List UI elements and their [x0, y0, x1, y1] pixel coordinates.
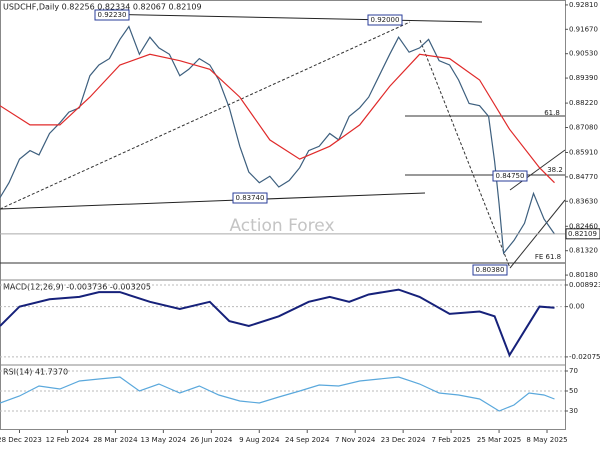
- price-box: [492, 170, 528, 182]
- annotation: 61.8: [544, 109, 560, 117]
- trendline: [509, 149, 566, 191]
- watermark: Action Forex: [229, 216, 334, 236]
- price-box: [367, 14, 403, 26]
- series-line: [0, 376, 555, 412]
- x-tick-label: 24 Sep 2024: [285, 436, 330, 444]
- annotation: 0.80380: [476, 266, 505, 274]
- y-tick-label: 0.82460: [569, 222, 598, 230]
- annotation: 0.84750: [496, 172, 525, 180]
- panel-title: MACD(12,26,9) -0.003736 -0.003205: [3, 283, 151, 292]
- x-tick-label: 7 Feb 2025: [432, 436, 471, 444]
- last-price-box: [565, 228, 600, 240]
- x-tick-label: 23 Dec 2024: [381, 436, 426, 444]
- annotation: 0.92000: [371, 16, 400, 24]
- price-box: [472, 264, 508, 276]
- x-tick-label: 25 Mar 2025: [477, 436, 521, 444]
- annotation: 38.2: [547, 166, 563, 174]
- y-tick-label: 0.008923: [569, 281, 600, 289]
- x-tick-label: 7 Nov 2024: [335, 436, 376, 444]
- trendline: [0, 192, 426, 210]
- series-line: [0, 25, 555, 255]
- y-tick-label: 0.91670: [569, 25, 598, 33]
- trendline: [0, 21, 411, 210]
- x-tick-label: 26 Jun 2024: [190, 436, 233, 444]
- x-tick-label: 28 Mar 2024: [93, 436, 138, 444]
- y-tick-label: 0.80180: [569, 271, 598, 279]
- y-tick-label: 0.00: [569, 303, 585, 311]
- price-box: [94, 9, 130, 21]
- chart-title: USDCHF,Daily 0.82256 0.82334 0.82067 0.8…: [3, 3, 202, 12]
- y-tick-label: 70: [569, 367, 578, 375]
- frame: [0, 0, 566, 430]
- trendline: [94, 13, 483, 23]
- panel-title: RSI(14) 41.7370: [3, 368, 68, 377]
- price-box: [232, 192, 268, 204]
- series-line: [0, 288, 555, 358]
- y-tick-label: 0.81320: [569, 247, 598, 255]
- y-tick-label: 0.88220: [569, 99, 598, 107]
- y-tick-label: 30: [569, 407, 578, 415]
- trendline: [419, 39, 511, 269]
- annotation: 0.92230: [98, 11, 127, 19]
- x-tick-label: 13 May 2024: [141, 436, 187, 444]
- y-tick-label: 0.84770: [569, 173, 598, 181]
- y-tick-label: 0.90530: [569, 50, 598, 58]
- y-tick-label: 0.83630: [569, 197, 598, 205]
- y-tick-label: -0.020759: [569, 353, 600, 361]
- y-tick-label: 0.92810: [569, 1, 598, 9]
- series-line: [0, 53, 555, 184]
- annotation: FE 61.8: [535, 253, 561, 261]
- y-tick-label: 0.85910: [569, 149, 598, 157]
- annotation: 0.83740: [236, 194, 265, 202]
- y-tick-label: 0.87080: [569, 123, 598, 131]
- last-price-label: 0.82109: [568, 230, 597, 238]
- x-tick-label: 8 May 2025: [526, 436, 567, 444]
- x-tick-label: 9 Aug 2024: [239, 436, 280, 444]
- x-tick-label: 12 Feb 2024: [46, 436, 90, 444]
- y-tick-label: 0.89390: [569, 74, 598, 82]
- y-tick-label: 50: [569, 387, 578, 395]
- x-tick-label: 28 Dec 2023: [0, 436, 42, 444]
